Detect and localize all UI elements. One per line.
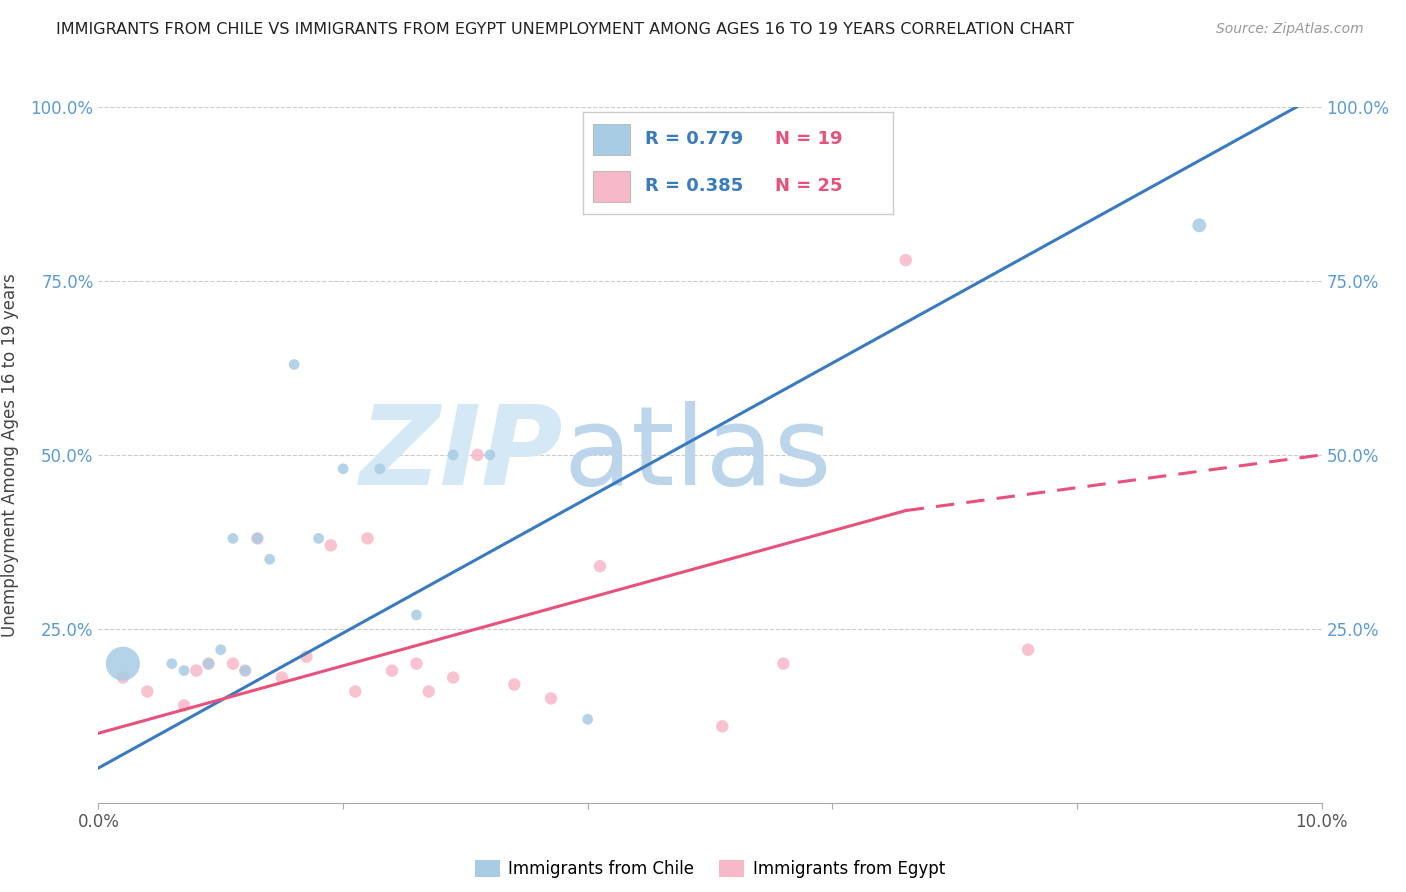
Point (381, 664, 404, 678)
Point (441, 448, 464, 462)
Point (467, 448, 489, 462)
Point (405, 607, 427, 622)
FancyBboxPatch shape (593, 171, 630, 202)
Point (295, 649, 318, 664)
Point (344, 684, 367, 698)
Text: ZIP: ZIP (360, 401, 564, 508)
Point (209, 642, 232, 657)
Point (283, 358, 305, 372)
Point (173, 664, 195, 678)
Point (246, 532, 269, 546)
Point (576, 712, 599, 726)
Point (186, 664, 208, 678)
Point (270, 671, 292, 685)
Point (368, 462, 391, 476)
Point (418, 684, 440, 698)
Text: N = 19: N = 19 (775, 130, 842, 148)
Point (308, 532, 330, 546)
Point (1017, 642, 1039, 657)
Point (699, 120, 721, 135)
Point (197, 657, 219, 671)
Text: Source: ZipAtlas.com: Source: ZipAtlas.com (1216, 22, 1364, 37)
Point (503, 677, 526, 691)
Point (259, 552, 281, 566)
Point (1188, 219, 1211, 233)
Point (111, 657, 134, 671)
Text: R = 0.779: R = 0.779 (645, 130, 744, 148)
Point (246, 532, 269, 546)
Point (222, 657, 245, 671)
Point (894, 253, 917, 268)
Point (136, 684, 159, 698)
Legend: Immigrants from Chile, Immigrants from Egypt: Immigrants from Chile, Immigrants from E… (468, 854, 952, 885)
Point (478, 448, 501, 462)
Point (233, 664, 256, 678)
Point (233, 664, 256, 678)
Point (441, 671, 464, 685)
Point (197, 657, 219, 671)
Point (319, 538, 342, 552)
Point (173, 698, 195, 713)
Text: N = 25: N = 25 (775, 178, 842, 195)
Text: IMMIGRANTS FROM CHILE VS IMMIGRANTS FROM EGYPT UNEMPLOYMENT AMONG AGES 16 TO 19 : IMMIGRANTS FROM CHILE VS IMMIGRANTS FROM… (56, 22, 1074, 37)
Y-axis label: Unemployment Among Ages 16 to 19 years: Unemployment Among Ages 16 to 19 years (1, 273, 20, 637)
Point (222, 532, 245, 546)
Point (405, 657, 427, 671)
Point (540, 691, 562, 706)
Point (589, 559, 612, 574)
Text: R = 0.385: R = 0.385 (645, 178, 744, 195)
Text: atlas: atlas (564, 401, 832, 508)
FancyBboxPatch shape (593, 124, 630, 154)
Point (356, 532, 378, 546)
Point (772, 657, 794, 671)
Point (711, 719, 734, 733)
Point (111, 671, 134, 685)
Point (160, 657, 183, 671)
Point (332, 462, 354, 476)
